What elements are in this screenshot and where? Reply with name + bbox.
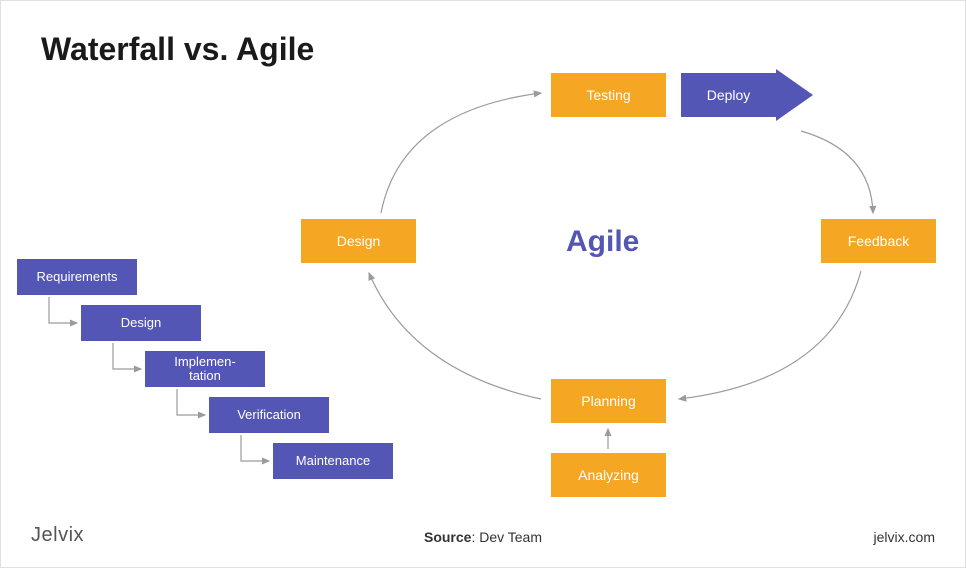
source-text: Source: Dev Team — [424, 529, 542, 545]
page-title: Waterfall vs. Agile — [41, 31, 314, 68]
waterfall-step: Maintenance — [273, 443, 393, 479]
waterfall-step: Design — [81, 305, 201, 341]
agile-node-design: Design — [301, 219, 416, 263]
waterfall-step: Requirements — [17, 259, 137, 295]
brand-logo: Jelvix — [31, 524, 84, 547]
waterfall-step: Implemen-tation — [145, 351, 265, 387]
agile-node-deploy: Deploy — [681, 73, 776, 117]
brand-url: jelvix.com — [874, 529, 935, 545]
waterfall-step: Verification — [209, 397, 329, 433]
source-label: Source — [424, 529, 471, 545]
agile-center-label: Agile — [566, 225, 639, 259]
agile-node-analyzing: Analyzing — [551, 453, 666, 497]
agile-node-planning: Planning — [551, 379, 666, 423]
agile-node-testing: Testing — [551, 73, 666, 117]
source-value: Dev Team — [479, 529, 542, 545]
agile-node-feedback: Feedback — [821, 219, 936, 263]
diagram-arrows — [1, 1, 966, 569]
